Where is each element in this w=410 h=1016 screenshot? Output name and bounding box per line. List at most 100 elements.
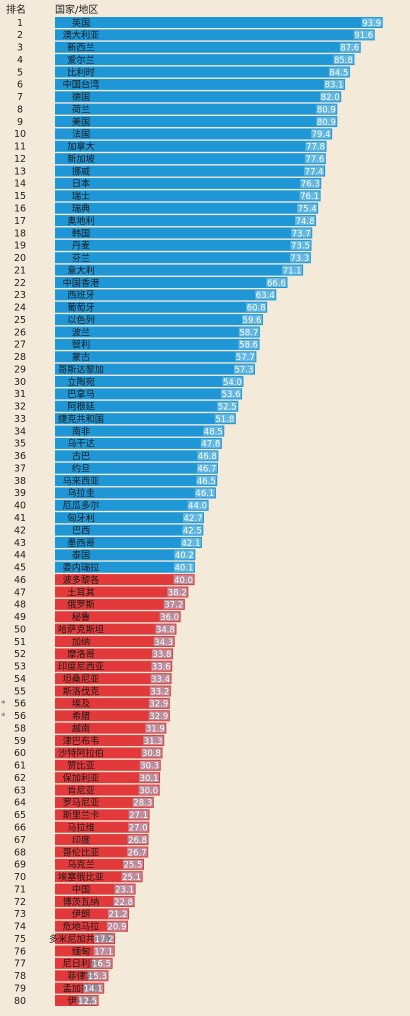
value-label: 46.7 [198, 464, 217, 474]
rank-label: 62 [14, 773, 26, 784]
value-box [187, 500, 208, 510]
value-label: 74.8 [296, 217, 315, 227]
value-label: 42.5 [183, 526, 202, 536]
rank-label: 55 [14, 686, 26, 697]
bar [55, 437, 222, 449]
value-box [132, 797, 153, 807]
value-box [128, 810, 149, 820]
country-label: 瑞典 [72, 203, 90, 215]
rank-label: 1 [17, 18, 23, 29]
value-box [316, 117, 337, 127]
bar [55, 91, 342, 103]
bar [55, 289, 277, 301]
bar [55, 450, 219, 462]
value-label: 21.2 [109, 910, 128, 920]
value-label: 40.1 [174, 564, 193, 574]
country-label: 乌干达 [67, 438, 95, 450]
country-label: 俄罗斯 [67, 599, 95, 611]
country-label: 爱尔兰 [67, 54, 95, 66]
value-box [353, 30, 374, 40]
value-label: 77.6 [305, 155, 324, 165]
rank-label: 24 [14, 303, 26, 314]
country-label: 英国 [72, 17, 90, 29]
country-label: 丹麦 [72, 240, 90, 252]
country-label: 埃及 [72, 698, 90, 710]
country-label: 加拿大 [67, 141, 95, 153]
country-label: 沙特阿拉伯 [58, 747, 104, 759]
bar [55, 982, 105, 994]
value-label: 31.9 [146, 724, 165, 734]
rank-label: 56 [14, 699, 26, 710]
value-label: 58.6 [239, 341, 258, 351]
rank-label: 8 [17, 104, 23, 115]
value-box [163, 599, 184, 609]
country-label: 奥地利 [67, 215, 95, 227]
rank-label: 65 [14, 810, 26, 821]
value-box [113, 896, 134, 906]
rank-label: 78 [14, 971, 26, 982]
rank-header: 排名 [6, 3, 26, 16]
value-label: 33.2 [150, 687, 169, 697]
bar [55, 858, 144, 870]
value-box [203, 426, 224, 436]
value-box [295, 216, 316, 226]
value-label: 30.8 [142, 749, 161, 759]
value-label: 40.0 [174, 576, 193, 586]
value-box [183, 513, 204, 523]
bar [55, 895, 135, 907]
bar [55, 710, 170, 722]
rank-label: 80 [14, 996, 26, 1007]
value-box [91, 958, 112, 968]
rank-label: 22 [14, 278, 26, 289]
country-label: 越南 [72, 722, 90, 734]
bar [55, 177, 322, 189]
bar [55, 561, 195, 573]
country-label: 蒙古 [72, 351, 90, 363]
value-box [77, 996, 98, 1006]
bar [55, 574, 195, 586]
value-box [289, 253, 310, 263]
bar [55, 821, 150, 833]
country-label: 乌克兰 [67, 859, 95, 871]
value-box [238, 339, 259, 349]
value-box [182, 525, 203, 535]
rank-label: 7 [17, 92, 23, 103]
bar [55, 957, 113, 969]
value-label: 73.5 [291, 242, 310, 252]
bar [55, 252, 311, 264]
country-label: 智利 [72, 339, 90, 351]
rank-label: 34 [14, 426, 26, 437]
value-box [200, 438, 221, 448]
country-label: 马来西亚 [63, 476, 100, 487]
value-label: 87.6 [340, 44, 359, 54]
value-label: 32.9 [149, 700, 168, 710]
country-label: 哥伦比亚 [63, 846, 100, 858]
value-box [361, 18, 382, 27]
country-label: 马拉维 [67, 822, 95, 834]
country-label: 保加利亚 [63, 772, 100, 784]
bar [55, 41, 361, 53]
rank-label: 27 [14, 340, 26, 351]
bar [55, 276, 288, 288]
value-label: 17.1 [94, 947, 113, 957]
value-label: 73.7 [292, 229, 311, 239]
rank-label: 50 [14, 624, 26, 635]
rank-label: 19 [14, 241, 26, 252]
value-box [233, 364, 254, 374]
rank-label: 15 [14, 191, 26, 202]
country-label: 中国香港 [63, 277, 100, 289]
value-label: 42.1 [181, 539, 200, 549]
bar [55, 116, 338, 128]
value-label: 33.4 [151, 675, 170, 685]
bar [55, 970, 109, 982]
country-label: 西班牙 [67, 289, 95, 301]
rank-label: 23 [14, 290, 26, 301]
bar [55, 722, 167, 734]
rank-label: 25 [14, 315, 26, 326]
country-label: 中国 [72, 883, 90, 895]
country-label: 荷兰 [72, 103, 90, 115]
value-label: 33.8 [152, 650, 171, 660]
country-label: 斯里兰卡 [63, 809, 100, 821]
value-label: 91.6 [354, 31, 373, 41]
bar [55, 227, 313, 239]
